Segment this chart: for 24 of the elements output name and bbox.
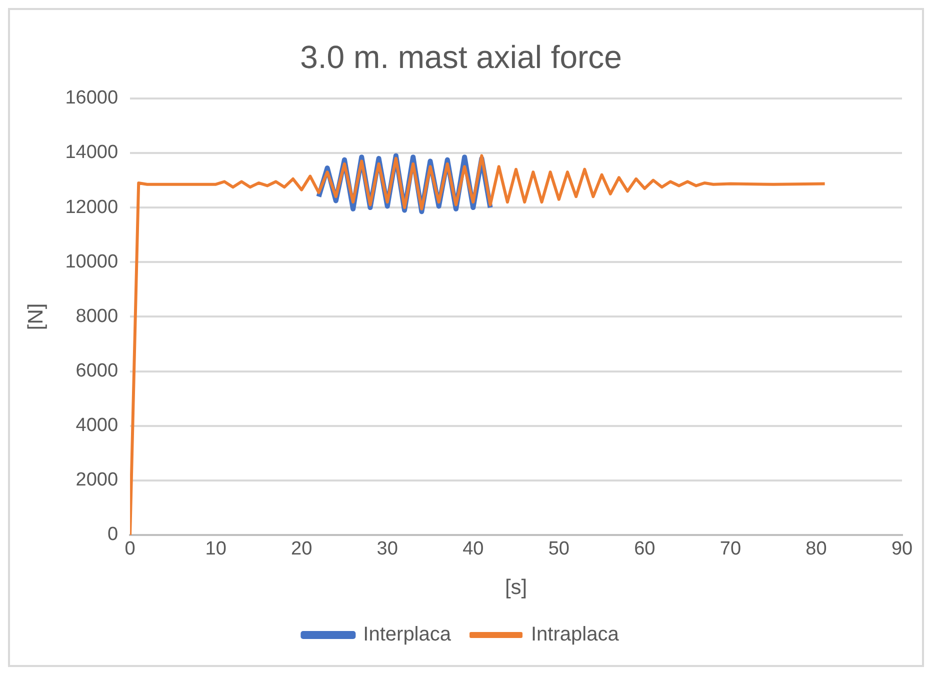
x-axis-title: [s] bbox=[504, 576, 528, 600]
x-tick-label: 60 bbox=[634, 538, 656, 560]
x-tick-label: 80 bbox=[806, 538, 827, 560]
y-tick-label: 2000 bbox=[76, 470, 118, 491]
y-axis-title: [N] bbox=[24, 303, 48, 330]
legend-label: Interplaca bbox=[363, 624, 452, 646]
y-tick-label: 14000 bbox=[65, 142, 118, 164]
y-tick-label: 16000 bbox=[65, 88, 118, 109]
x-tick-label: 30 bbox=[376, 538, 398, 560]
y-tick-label: 12000 bbox=[65, 196, 118, 218]
chart-title: 3.0 m. mast axial force bbox=[300, 39, 622, 76]
y-tick-label: 6000 bbox=[76, 360, 118, 382]
x-tick-label: 10 bbox=[205, 538, 226, 560]
x-tick-label: 90 bbox=[891, 538, 913, 560]
y-tick-label: 4000 bbox=[76, 415, 118, 436]
y-tick-label: 0 bbox=[107, 524, 118, 546]
x-tick-label: 20 bbox=[291, 538, 312, 560]
x-tick-label: 70 bbox=[720, 538, 742, 560]
x-tick-label: 50 bbox=[548, 538, 570, 560]
y-tick-label: 8000 bbox=[76, 306, 118, 327]
y-tick-label: 10000 bbox=[65, 251, 118, 272]
x-tick-label: 0 bbox=[124, 538, 136, 560]
x-tick-label: 40 bbox=[462, 538, 484, 560]
legend-label: Intraplaca bbox=[531, 624, 620, 646]
